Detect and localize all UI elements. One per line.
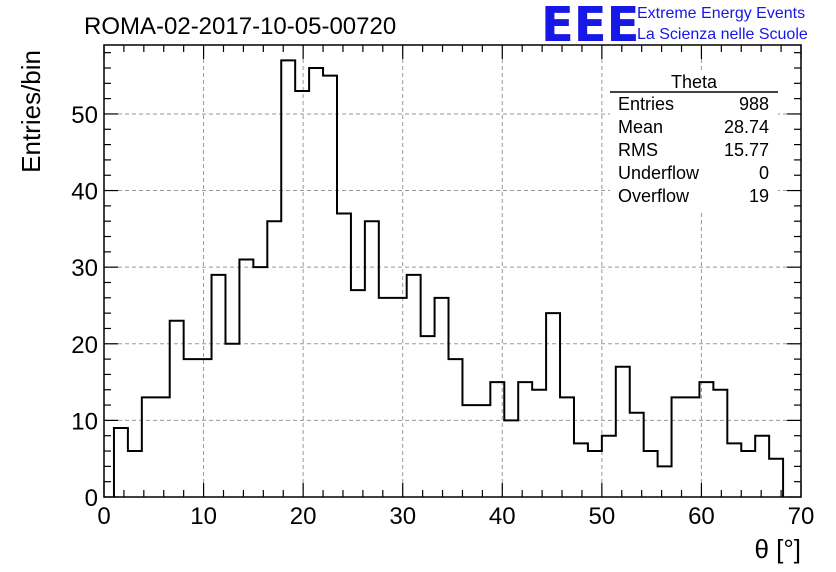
stats-row: Overflow 19 — [618, 186, 769, 206]
x-tick-label: 0 — [97, 503, 110, 530]
x-tick-label: 50 — [589, 503, 616, 530]
x-tick-label: 30 — [389, 503, 416, 530]
histogram-bin — [574, 443, 588, 497]
stats-box-name: Theta — [671, 72, 718, 92]
histogram-series — [112, 59, 785, 497]
histogram-bin — [379, 298, 393, 497]
stats-row-value: 28.74 — [724, 117, 769, 137]
grid-lines — [104, 45, 801, 497]
histogram-bin — [309, 68, 323, 497]
histogram-bin — [755, 436, 769, 497]
stats-row-label: Entries — [618, 94, 674, 114]
histogram-bin — [741, 451, 755, 497]
histogram-bin — [267, 221, 281, 497]
histogram-bin — [198, 359, 212, 497]
x-tick-label: 10 — [190, 503, 217, 530]
histogram-bin — [518, 382, 532, 497]
histogram-bin — [128, 451, 142, 497]
stats-row-label: Underflow — [618, 163, 700, 183]
histogram-bin — [337, 214, 351, 497]
histogram-title: ROMA-02-2017-10-05-00720 — [84, 13, 396, 40]
stats-rows: Entries 988 Mean 28.74 RMS 15.77 Underflow 0 Ove… — [618, 94, 769, 206]
stats-row-label: Mean — [618, 117, 663, 137]
histogram-bin — [602, 436, 616, 497]
histogram-bin — [184, 359, 198, 497]
histogram-bin — [239, 260, 253, 497]
logo-line-2: La Scienza nelle Scuole — [637, 26, 808, 43]
histogram-bin — [365, 221, 379, 497]
histogram-bin — [713, 390, 727, 497]
histogram-bin — [504, 420, 518, 497]
y-tick-label: 20 — [71, 332, 98, 359]
x-tick-labels: 0 10 20 30 40 50 60 70 — [97, 503, 814, 530]
histogram-bin — [225, 344, 239, 497]
histogram-bin — [644, 451, 658, 497]
histogram-bin — [462, 405, 476, 497]
histogram-bin — [560, 397, 574, 497]
x-tick-label: 60 — [688, 503, 715, 530]
histogram-bin — [114, 428, 128, 497]
y-tick-labels: 0 10 20 30 40 50 — [71, 102, 98, 512]
stats-box-background — [610, 73, 778, 213]
axes — [103, 44, 802, 498]
x-tick-label: 20 — [290, 503, 317, 530]
stats-row: Underflow 0 — [618, 163, 769, 183]
histogram-bin — [658, 466, 672, 497]
histogram-bin — [616, 367, 630, 497]
y-axis-title: Entries/bin — [16, 50, 46, 173]
eee-logo: EEE — [541, 0, 639, 53]
stats-row: RMS 15.77 — [618, 140, 769, 160]
y-tick-label: 0 — [85, 485, 98, 512]
histogram-bin — [421, 336, 435, 497]
histogram-bin — [393, 298, 407, 497]
y-tick-label: 30 — [71, 255, 98, 282]
histogram-bin — [630, 413, 644, 497]
histogram-bin — [532, 390, 546, 497]
histogram-bin — [156, 397, 170, 497]
x-tick-label: 40 — [489, 503, 516, 530]
histogram-bin — [685, 397, 699, 497]
stats-row-value: 15.77 — [724, 140, 769, 160]
histogram-bin — [142, 397, 156, 497]
statistics-box: Theta Entries 988 Mean 28.74 RMS 15.77 Underfl… — [610, 72, 778, 213]
y-tick-label: 10 — [71, 408, 98, 435]
histogram-bin — [295, 91, 309, 497]
stats-row-value: 0 — [759, 163, 769, 183]
plot-frame — [103, 44, 802, 498]
histogram-bin — [407, 275, 421, 497]
stats-row: Entries 988 — [618, 94, 769, 114]
histogram-bin — [351, 290, 365, 497]
histogram-outline — [112, 59, 785, 497]
histogram-bin — [490, 382, 504, 497]
stats-row-value: 19 — [749, 186, 769, 206]
x-tick-label: 70 — [788, 503, 815, 530]
histogram-bin — [212, 275, 226, 497]
histogram-bin — [170, 321, 184, 497]
stats-row-label: RMS — [618, 140, 658, 160]
histogram-bin — [672, 397, 686, 497]
logo-line-1: Extreme Energy Events — [637, 5, 805, 22]
stats-row: Mean 28.74 — [618, 117, 769, 137]
histogram-bin — [546, 313, 560, 497]
y-tick-label: 40 — [71, 179, 98, 206]
x-axis-title: θ [°] — [754, 534, 801, 564]
histogram-bin — [449, 359, 463, 497]
histogram-bin — [699, 382, 713, 497]
stats-row-label: Overflow — [618, 186, 690, 206]
y-tick-label: 50 — [71, 102, 98, 129]
histogram-bin — [476, 405, 490, 497]
histogram-bin — [281, 60, 295, 497]
stats-row-value: 988 — [739, 94, 769, 114]
histogram-bin — [588, 451, 602, 497]
histogram-bin — [323, 76, 337, 497]
histogram-bin — [253, 267, 267, 497]
histogram-bin — [435, 298, 449, 497]
histogram-bin — [727, 443, 741, 497]
